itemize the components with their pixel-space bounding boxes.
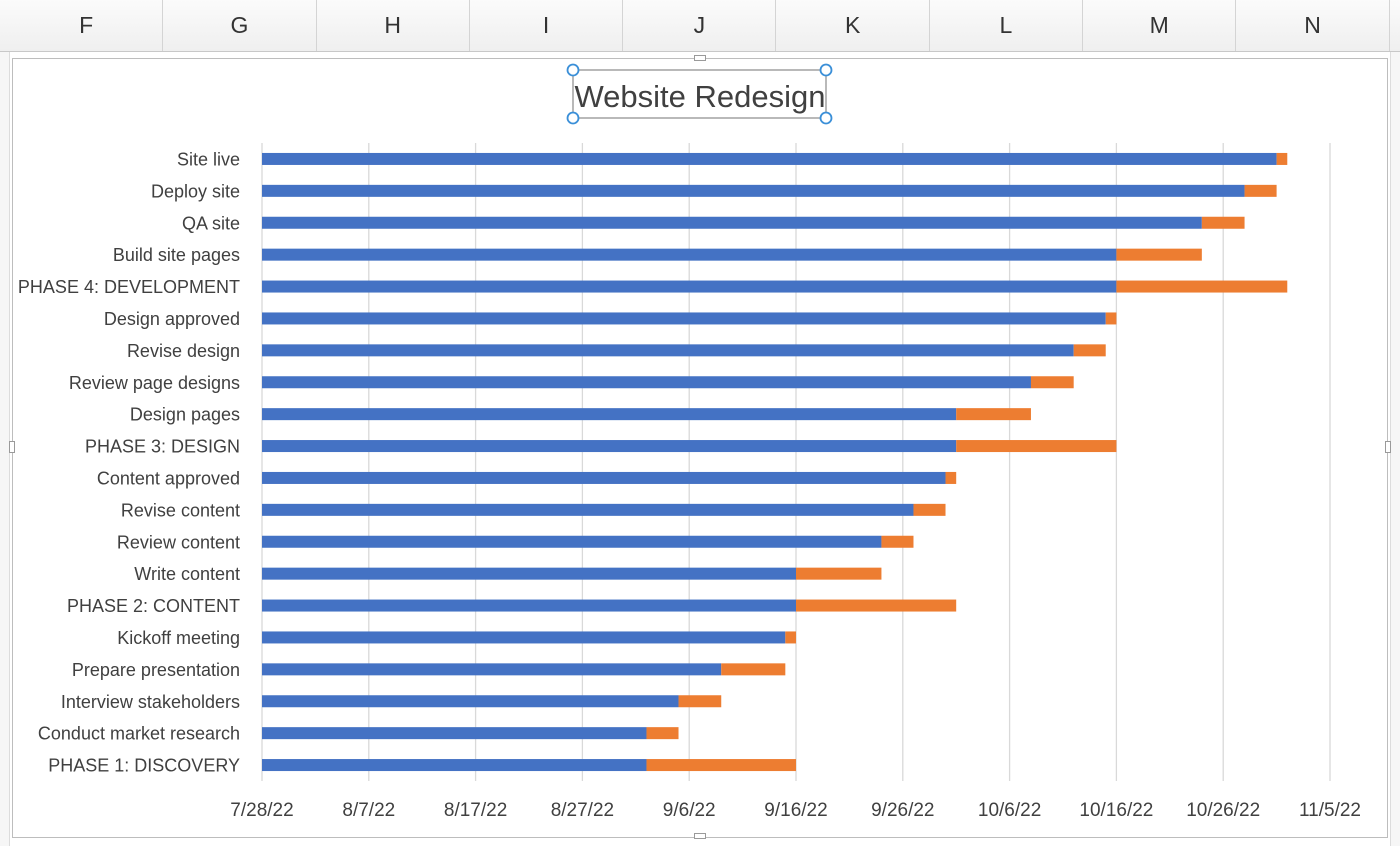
x-tick-label: 8/27/22 — [551, 800, 614, 821]
x-tick-label: 9/26/22 — [871, 800, 934, 821]
bar-start-offset[interactable] — [262, 471, 946, 484]
bar-duration[interactable] — [1105, 312, 1117, 325]
task-label: Revise content — [121, 500, 240, 520]
bar-duration[interactable] — [881, 535, 914, 548]
bar-duration[interactable] — [796, 567, 882, 580]
bar-start-offset[interactable] — [262, 344, 1074, 357]
x-tick-label: 10/26/22 — [1186, 800, 1260, 821]
x-tick-label: 9/6/22 — [663, 800, 716, 821]
bar-start-offset[interactable] — [262, 599, 796, 612]
task-label: Conduct market research — [38, 724, 240, 744]
task-label: Interview stakeholders — [61, 692, 240, 712]
bar-duration[interactable] — [1116, 248, 1202, 261]
task-label: Review content — [117, 532, 240, 552]
task-label: PHASE 1: DISCOVERY — [48, 756, 240, 776]
x-tick-label: 10/16/22 — [1079, 800, 1153, 821]
bar-start-offset[interactable] — [262, 631, 786, 644]
task-label: Deploy site — [151, 181, 240, 201]
bar-start-offset[interactable] — [262, 312, 1106, 325]
task-label: PHASE 4: DEVELOPMENT — [18, 277, 240, 297]
bar-duration[interactable] — [945, 471, 957, 484]
chart-title-group[interactable]: Website Redesign — [566, 63, 833, 125]
task-label: Revise design — [127, 341, 240, 361]
x-tick-label: 8/17/22 — [444, 800, 507, 821]
bar-start-offset[interactable] — [262, 184, 1245, 197]
column-header-j[interactable]: J — [623, 0, 777, 51]
task-label: Prepare presentation — [72, 660, 240, 680]
task-label: Build site pages — [113, 245, 240, 265]
title-selection-handle[interactable] — [819, 63, 833, 77]
title-selection-handle[interactable] — [566, 63, 580, 77]
task-label: Review page designs — [69, 373, 240, 393]
chart-resize-handle-left[interactable] — [9, 441, 15, 453]
bar-start-offset[interactable] — [262, 567, 796, 580]
bar-duration[interactable] — [678, 695, 722, 708]
x-tick-label: 10/6/22 — [978, 800, 1041, 821]
bar-duration[interactable] — [646, 727, 679, 740]
bar-start-offset[interactable] — [262, 248, 1117, 261]
bar-start-offset[interactable] — [262, 216, 1202, 229]
column-header-g[interactable]: G — [163, 0, 317, 51]
bar-duration[interactable] — [913, 503, 946, 516]
bar-duration[interactable] — [721, 663, 786, 676]
bar-duration[interactable] — [796, 599, 957, 612]
bar-start-offset[interactable] — [262, 376, 1031, 389]
bar-duration[interactable] — [1244, 184, 1277, 197]
date-axis-labels: 7/28/22 8/7/22 8/17/22 8/27/22 9/6/22 9/16/22… — [230, 800, 1361, 821]
column-header-i[interactable]: I — [470, 0, 624, 51]
bar-start-offset[interactable] — [262, 759, 647, 772]
bar-duration[interactable] — [1201, 216, 1245, 229]
column-header-n[interactable]: N — [1236, 0, 1390, 51]
bar-start-offset[interactable] — [262, 663, 722, 676]
column-header-f[interactable]: F — [10, 0, 164, 51]
task-label: Site live — [177, 149, 240, 169]
column-header-m[interactable]: M — [1083, 0, 1237, 51]
bar-start-offset[interactable] — [262, 695, 679, 708]
bar-duration[interactable] — [1073, 344, 1106, 357]
x-tick-label: 11/5/22 — [1299, 800, 1361, 821]
task-label: Write content — [134, 564, 240, 584]
bar-start-offset[interactable] — [262, 440, 957, 453]
x-tick-label: 9/16/22 — [764, 800, 827, 821]
x-tick-label: 8/7/22 — [342, 800, 395, 821]
bar-start-offset[interactable] — [262, 503, 914, 516]
task-label: Design pages — [130, 405, 240, 425]
task-label: PHASE 3: DESIGN — [85, 437, 240, 457]
task-label: Content approved — [97, 468, 240, 488]
chart-resize-handle-right[interactable] — [1385, 441, 1391, 453]
task-labels: Site live Deploy site QA site Build site pa… — [18, 149, 240, 775]
chart-resize-handle-bottom[interactable] — [694, 833, 706, 839]
column-header-l[interactable]: L — [930, 0, 1084, 51]
task-label: QA site — [182, 213, 240, 233]
title-selection-handle[interactable] — [819, 111, 833, 125]
bar-start-offset[interactable] — [262, 280, 1117, 293]
bar-duration[interactable] — [785, 631, 796, 644]
bar-start-offset[interactable] — [262, 535, 882, 548]
task-label: Design approved — [104, 309, 240, 329]
task-label: Kickoff meeting — [117, 628, 240, 648]
gridlines — [261, 143, 1331, 781]
bar-duration[interactable] — [646, 759, 796, 772]
chart-resize-handle-top[interactable] — [694, 55, 706, 61]
bar-duration[interactable] — [956, 408, 1031, 421]
column-header-k[interactable]: K — [777, 0, 930, 51]
column-header-h[interactable]: H — [317, 0, 470, 51]
chart-title-selection-box[interactable] — [572, 69, 827, 119]
x-tick-label: 7/28/22 — [230, 800, 293, 821]
bar-duration[interactable] — [1276, 152, 1288, 165]
chart-title[interactable]: Website Redesign — [574, 79, 825, 114]
bar-duration[interactable] — [1030, 376, 1074, 389]
bar-start-offset[interactable] — [262, 152, 1277, 165]
bar-start-offset[interactable] — [262, 408, 957, 421]
task-label: PHASE 2: CONTENT — [67, 596, 240, 616]
title-selection-handle[interactable] — [566, 111, 580, 125]
bar-start-offset[interactable] — [262, 727, 647, 740]
bar-duration[interactable] — [1116, 280, 1288, 293]
bar-marks — [262, 152, 1288, 772]
bar-duration[interactable] — [956, 440, 1117, 453]
